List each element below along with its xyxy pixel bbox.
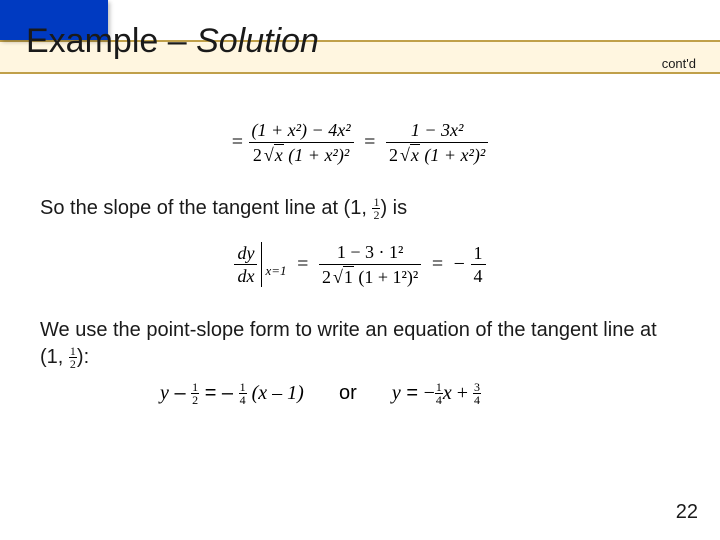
title-prefix: Example – xyxy=(26,22,196,60)
or-label: or xyxy=(339,382,357,404)
point-slope-text: We use the point-slope form to write an … xyxy=(40,317,680,371)
eval-rhs-num: 1 xyxy=(471,242,486,264)
content-area: = (1 + x²) − 4x² 2x (1 + x²)² = 1 − 3x² … xyxy=(40,100,680,422)
eval-rhs-den: 4 xyxy=(471,264,486,287)
eq1-lhs-den: 2x (1 + x²)² xyxy=(249,142,354,167)
equation-tangent-line: y – 12 = – 14 (x – 1) or y = −14x + 34 xyxy=(160,381,680,406)
dy-label: dy xyxy=(234,242,257,264)
equation-slope-eval: dy dx x=1 = 1 − 3 · 1² 21 (1 + 1²)² = − … xyxy=(40,240,680,289)
slope-intro-text: So the slope of the tangent line at (1, … xyxy=(40,195,680,222)
page-number: 22 xyxy=(676,501,698,524)
eq1-rhs-den: 2x (1 + x²)² xyxy=(386,142,488,167)
dx-label: dx xyxy=(234,264,257,287)
eval-subscript: x=1 xyxy=(265,263,286,278)
eq1-rhs-num: 1 − 3x² xyxy=(386,118,488,142)
page-title: Example – Solution xyxy=(26,22,319,61)
equation-derivative-simplify: = (1 + x²) − 4x² 2x (1 + x²)² = 1 − 3x² … xyxy=(40,118,680,167)
eval-mid-den: 21 (1 + 1²)² xyxy=(319,264,421,289)
continued-label: cont'd xyxy=(662,56,696,71)
title-emphasis: Solution xyxy=(196,22,319,60)
eval-mid-num: 1 − 3 · 1² xyxy=(319,240,421,264)
eq1-lhs-num: (1 + x²) − 4x² xyxy=(249,118,354,142)
